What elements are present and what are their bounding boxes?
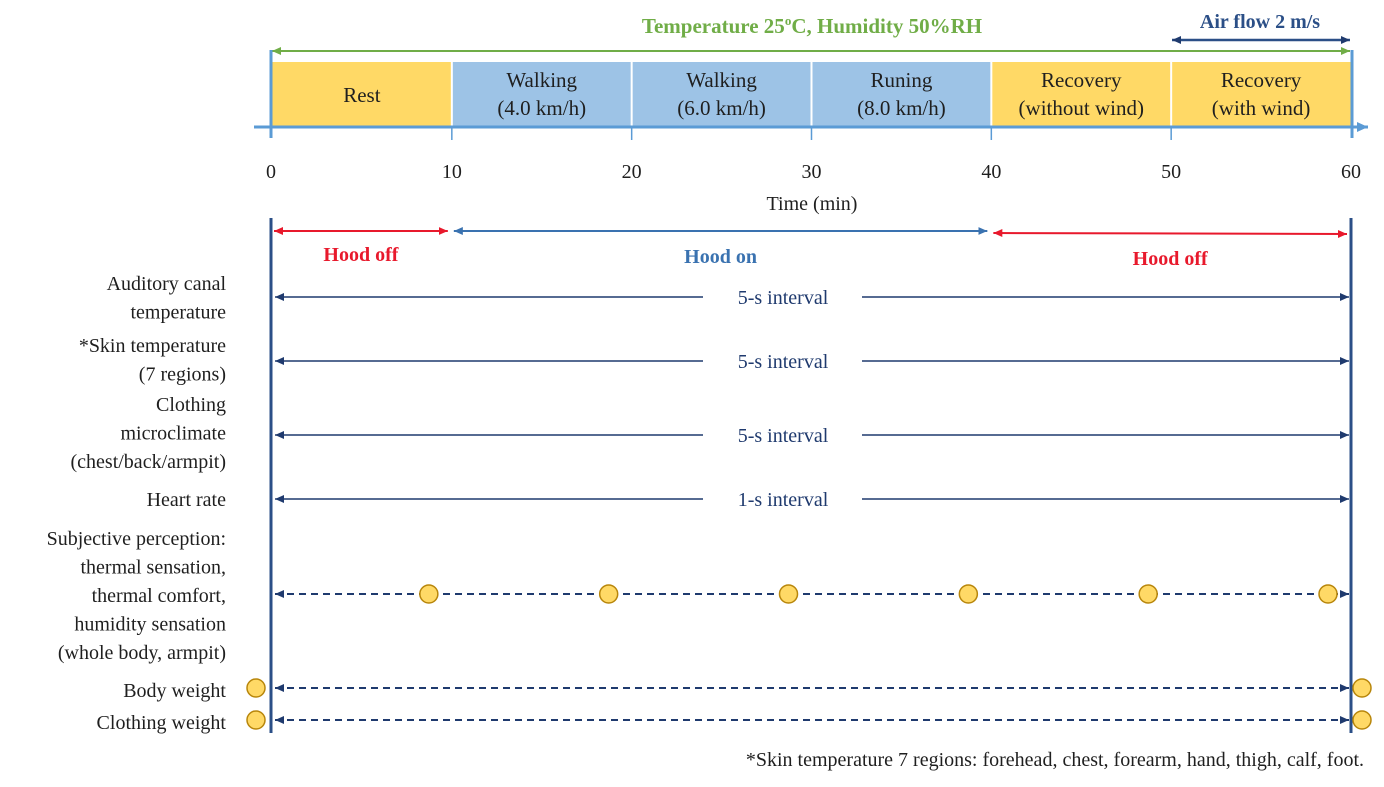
measurement-point-marker xyxy=(1318,584,1338,604)
tick-label: 30 xyxy=(802,161,822,183)
hood-label: Hood off xyxy=(323,244,398,266)
hood-status: Hood off Hood on Hood off xyxy=(274,227,1348,270)
tick-label: 0 xyxy=(266,161,276,183)
interval-label: 5-s interval xyxy=(738,287,829,309)
phase-label: Walking xyxy=(506,68,577,92)
tick-label: 40 xyxy=(981,161,1001,183)
phase-label: Runing xyxy=(870,68,932,92)
time-axis-label: Time (min) xyxy=(767,193,858,215)
tick-label: 20 xyxy=(622,161,642,183)
measurement-point-marker xyxy=(1352,710,1372,730)
row-label: Subjective perception: xyxy=(47,528,226,550)
hood-span-arrow xyxy=(993,229,1348,238)
phase-label: (4.0 km/h) xyxy=(497,96,586,120)
phase-label: (6.0 km/h) xyxy=(677,96,766,120)
row-label: Auditory canal xyxy=(107,273,227,295)
phase-block-2 xyxy=(631,62,812,126)
tick-label: 10 xyxy=(442,161,462,183)
measurement-point-marker xyxy=(778,584,799,604)
row-label: *Skin temperature xyxy=(79,335,226,357)
phase-block-3 xyxy=(811,62,992,126)
row-label: thermal sensation, xyxy=(80,557,226,579)
measurement-point-marker xyxy=(1138,584,1158,604)
row-label: humidity sensation xyxy=(74,614,226,636)
row-label: Body weight xyxy=(123,680,226,702)
phase-block-4 xyxy=(991,62,1172,126)
row-label: microclimate xyxy=(120,423,226,445)
phase-label: Walking xyxy=(686,68,757,92)
measurement-point-marker xyxy=(419,584,439,604)
row-label: (chest/back/armpit) xyxy=(71,451,227,473)
phase-label: (8.0 km/h) xyxy=(857,96,946,120)
environment-title: Temperature 25oC, Humidity 50%RH xyxy=(642,13,982,38)
hood-label: Hood on xyxy=(684,246,757,268)
hood-label: Hood off xyxy=(1133,248,1208,270)
phase-timeline: Rest Walking (4.0 km/h) Walking (6.0 km/h) Ru… xyxy=(272,62,1351,126)
measurement-point-marker xyxy=(598,584,619,604)
row-label: (7 regions) xyxy=(139,364,226,386)
row-label: Clothing xyxy=(156,394,226,416)
phase-block-1 xyxy=(451,62,632,126)
phase-label: (with wind) xyxy=(1212,96,1311,120)
phase-block-5 xyxy=(1171,62,1351,126)
airflow-label: Air flow 2 m/s xyxy=(1200,11,1320,33)
interval-label: 5-s interval xyxy=(738,425,829,447)
measurement-rows: Auditory canal temperature 5-s interval *Sk… xyxy=(47,273,1372,734)
phase-label: (without wind) xyxy=(1019,96,1144,120)
row-label: thermal comfort, xyxy=(92,585,226,607)
row-label: temperature xyxy=(131,302,227,324)
tick-label: 60 xyxy=(1341,161,1361,183)
skin-regions-footnote: *Skin temperature 7 regions: forehead, c… xyxy=(746,749,1364,771)
measurement-point-marker xyxy=(1352,678,1372,698)
measurement-point-marker xyxy=(246,678,266,698)
interval-label: 5-s interval xyxy=(738,351,829,373)
phase-label: Rest xyxy=(343,83,381,107)
row-label: (whole body, armpit) xyxy=(58,642,226,664)
time-axis-ticks: 0 10 20 30 40 50 60 xyxy=(266,127,1361,183)
tick-label: 50 xyxy=(1161,161,1181,183)
interval-label: 1-s interval xyxy=(738,489,829,511)
measurement-point-marker xyxy=(246,710,266,730)
row-label: Clothing weight xyxy=(97,712,227,734)
phase-label: Recovery xyxy=(1041,68,1122,92)
phase-label: Recovery xyxy=(1221,68,1302,92)
row-label: Heart rate xyxy=(147,489,227,511)
measurement-point-marker xyxy=(958,584,979,604)
phase-block-0 xyxy=(272,62,452,126)
